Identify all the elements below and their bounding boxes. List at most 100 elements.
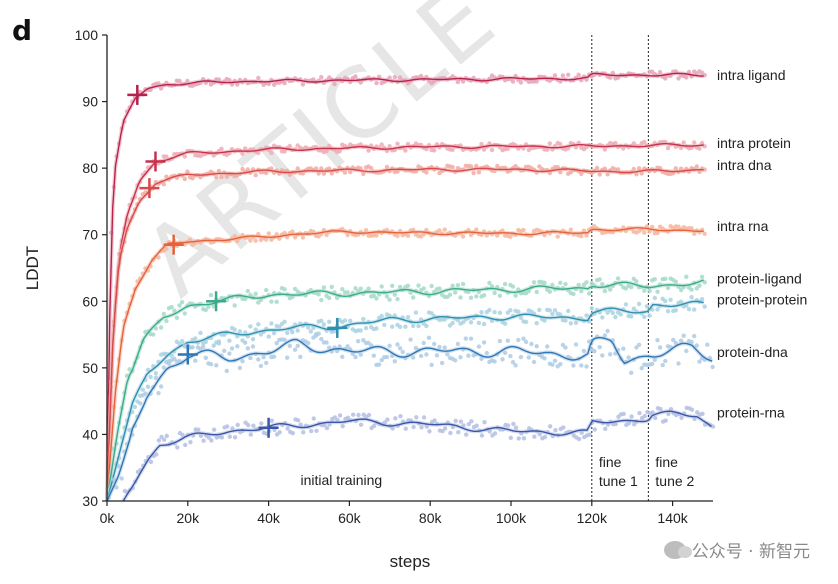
raw-point (216, 341, 222, 346)
raw-point (366, 412, 372, 418)
raw-point (379, 313, 384, 319)
raw-point (182, 311, 187, 316)
raw-point (285, 330, 290, 336)
raw-point (492, 290, 497, 296)
raw-point (618, 312, 623, 317)
raw-point (340, 354, 345, 359)
raw-point (563, 281, 568, 287)
raw-point (453, 290, 458, 295)
raw-point (374, 233, 379, 238)
raw-point (710, 364, 715, 370)
raw-point (689, 287, 694, 292)
raw-point (179, 339, 185, 344)
raw-point (395, 141, 400, 146)
raw-point (603, 426, 608, 431)
x-axis-title: steps (390, 552, 431, 571)
raw-point (269, 418, 274, 423)
raw-point (432, 341, 437, 347)
raw-point (429, 311, 434, 316)
raw-point (390, 324, 395, 329)
raw-point (418, 353, 424, 359)
raw-point (371, 353, 376, 358)
raw-point (629, 284, 634, 290)
raw-point (282, 337, 287, 342)
raw-point (264, 360, 269, 366)
series-label: intra ligand (717, 67, 786, 83)
raw-point (450, 320, 455, 326)
raw-point (697, 359, 702, 364)
raw-point (232, 327, 237, 332)
raw-point (671, 337, 676, 343)
raw-point (376, 362, 382, 367)
series-label: intra dna (717, 157, 772, 173)
raw-point (416, 283, 421, 288)
raw-point (681, 333, 686, 338)
raw-point (576, 72, 581, 78)
raw-point (553, 428, 558, 433)
raw-point (424, 352, 429, 357)
raw-point (636, 301, 642, 307)
raw-point (676, 361, 681, 366)
raw-point (403, 324, 408, 329)
raw-point (571, 291, 576, 297)
series-labels: intra ligand intra protein intra dna intra … (717, 67, 807, 421)
raw-point (542, 434, 548, 440)
raw-point (387, 343, 392, 348)
raw-point (644, 304, 650, 309)
raw-point (500, 357, 505, 362)
raw-point (414, 415, 419, 420)
raw-point (453, 418, 458, 423)
raw-point (636, 342, 642, 347)
raw-point (634, 279, 639, 284)
raw-point (637, 410, 642, 416)
raw-point (584, 313, 589, 318)
raw-point (548, 424, 553, 429)
raw-point (532, 434, 537, 439)
raw-point (529, 341, 534, 347)
raw-point (563, 318, 568, 323)
raw-point (448, 430, 453, 436)
raw-point (397, 324, 403, 330)
raw-point (235, 344, 240, 349)
series-group (105, 274, 707, 502)
raw-point (248, 432, 253, 437)
raw-point (487, 307, 492, 313)
raw-point (508, 353, 513, 359)
raw-point (699, 274, 705, 279)
raw-point (476, 320, 482, 326)
raw-point (227, 338, 232, 343)
raw-point (358, 328, 363, 333)
raw-point (518, 80, 524, 85)
raw-point (251, 423, 256, 428)
raw-point (403, 148, 408, 153)
raw-point (408, 337, 413, 342)
raw-point (256, 75, 261, 81)
raw-point (613, 314, 618, 320)
raw-point (694, 286, 699, 291)
y-tick-label: 100 (75, 27, 99, 43)
raw-point (169, 304, 174, 310)
raw-point (471, 170, 476, 176)
raw-point (358, 422, 364, 427)
raw-point (455, 341, 461, 347)
raw-point (492, 431, 498, 436)
raw-point (342, 170, 348, 175)
raw-point (468, 320, 474, 325)
raw-point (159, 434, 164, 440)
raw-point (673, 279, 678, 284)
wechat-icon (663, 540, 692, 559)
raw-point (390, 283, 395, 288)
series-line (106, 143, 704, 502)
raw-point (684, 274, 689, 279)
raw-point (629, 314, 634, 319)
y-tick-label: 90 (82, 94, 98, 110)
raw-point (605, 328, 610, 334)
y-axis-title: LDDT (23, 246, 42, 290)
raw-point (432, 148, 437, 153)
raw-point (269, 150, 274, 156)
raw-point (660, 362, 665, 368)
raw-point (476, 344, 482, 349)
raw-point (211, 343, 216, 348)
raw-point (164, 318, 169, 324)
